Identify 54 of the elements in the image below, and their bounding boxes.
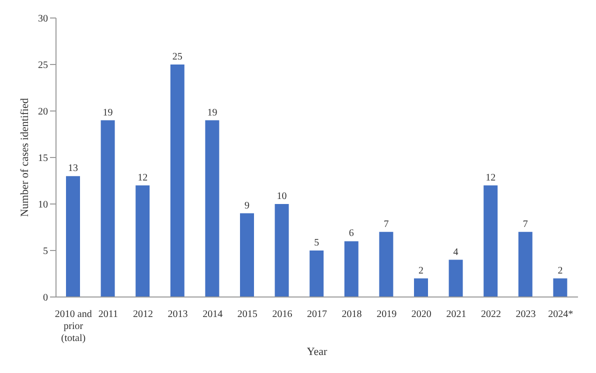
data-label: 4 xyxy=(453,246,458,258)
bar xyxy=(484,185,498,297)
data-label: 10 xyxy=(276,191,287,202)
bar xyxy=(100,120,115,297)
bar xyxy=(310,250,324,297)
bar xyxy=(240,213,254,297)
bar xyxy=(414,278,428,297)
data-label: 25 xyxy=(172,52,182,62)
data-label: 7 xyxy=(384,218,389,230)
bar xyxy=(518,232,532,297)
x-tick-label: 2018 xyxy=(342,309,362,320)
bar xyxy=(344,241,358,297)
x-tick-label: 2023 xyxy=(516,309,536,320)
y-axis-title: Number of cases identified xyxy=(18,98,31,217)
data-label: 5 xyxy=(314,238,320,248)
x-tick-label: 2011 xyxy=(98,309,118,320)
y-tick-label: 25 xyxy=(38,60,48,72)
x-tick-label: 2014 xyxy=(202,309,223,320)
y-tick-label: 5 xyxy=(43,246,48,258)
data-label: 9 xyxy=(244,200,250,212)
data-label: 12 xyxy=(138,172,148,184)
y-tick-label: 15 xyxy=(38,153,48,164)
data-label: 19 xyxy=(207,107,218,118)
x-tick-label: 2021 xyxy=(446,309,466,320)
x-tick-label: 2022 xyxy=(481,309,501,320)
data-label: 2 xyxy=(418,265,424,276)
x-tick-label: 2020 xyxy=(411,309,432,320)
data-label: 12 xyxy=(486,172,496,184)
y-tick-label: 20 xyxy=(38,106,48,118)
bar xyxy=(136,185,150,297)
x-tick-label: 2017 xyxy=(307,309,327,320)
x-tick-label: 2013 xyxy=(168,309,188,320)
x-tick-label: 2024* xyxy=(548,309,574,320)
bar xyxy=(553,278,568,297)
y-tick-label: 0 xyxy=(43,292,48,304)
bar xyxy=(170,64,184,297)
data-label: 13 xyxy=(68,163,78,174)
x-tick-label: 2016 xyxy=(272,309,292,320)
bar xyxy=(379,232,394,297)
x-tick-label: 2012 xyxy=(133,309,153,320)
x-tick-label: 2015 xyxy=(237,309,258,320)
x-tick-label: 2010 and prior (total) xyxy=(54,309,92,344)
data-label: 19 xyxy=(102,107,113,118)
y-tick-label: 30 xyxy=(38,14,48,25)
data-label: 6 xyxy=(348,228,354,240)
bar xyxy=(448,260,463,297)
bar xyxy=(205,120,220,297)
bar xyxy=(274,204,289,297)
x-axis-title: Year xyxy=(306,346,328,358)
x-tick-label: 2019 xyxy=(376,309,397,320)
y-tick-label: 10 xyxy=(38,200,48,211)
data-label: 7 xyxy=(522,218,528,230)
bar xyxy=(66,176,80,297)
data-label: 2 xyxy=(558,265,563,276)
